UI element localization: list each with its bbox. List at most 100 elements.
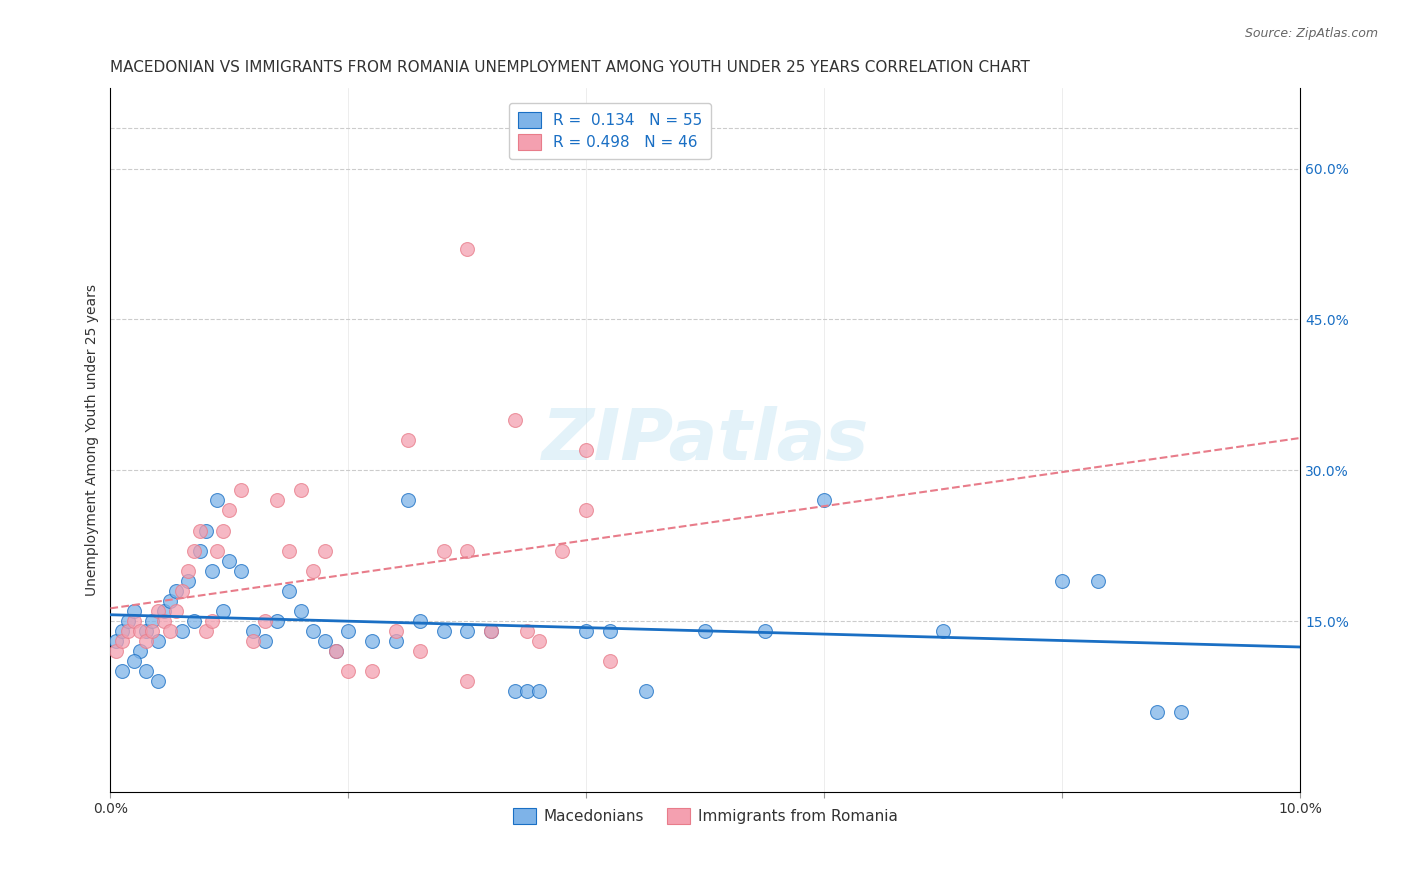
Point [207,493,229,508]
Point [1087,574,1109,588]
Point [153,614,176,628]
Point [177,564,200,578]
Point [146,634,169,648]
Point [207,543,229,558]
Point [325,644,347,658]
Point [551,543,574,558]
Legend: Macedonians, Immigrants from Romania: Macedonians, Immigrants from Romania [503,799,907,834]
Point [231,564,253,578]
Point [813,493,835,508]
Point [314,634,336,648]
Point [159,624,181,639]
Point [146,674,169,689]
Point [183,543,205,558]
Point [231,483,253,498]
Point [432,543,454,558]
Point [1050,574,1073,588]
Point [266,493,288,508]
Point [409,644,432,658]
Point [503,684,526,698]
Point [254,634,277,648]
Point [695,624,717,639]
Point [527,684,550,698]
Point [277,543,299,558]
Point [188,543,211,558]
Point [117,624,139,639]
Point [212,524,235,538]
Point [634,684,657,698]
Point [516,624,538,639]
Point [153,604,176,618]
Point [111,624,134,639]
Point [254,614,277,628]
Point [188,524,211,538]
Text: MACEDONIAN VS IMMIGRANTS FROM ROMANIA UNEMPLOYMENT AMONG YOUTH UNDER 25 YEARS CO: MACEDONIAN VS IMMIGRANTS FROM ROMANIA UN… [111,60,1031,75]
Point [575,443,598,458]
Point [111,665,134,679]
Point [456,543,478,558]
Point [111,634,134,648]
Point [456,242,478,256]
Point [361,665,384,679]
Point [170,583,193,598]
Point [266,614,288,628]
Point [129,644,152,658]
Point [170,624,193,639]
Point [141,614,163,628]
Point [159,594,181,608]
Point [194,624,217,639]
Point [575,624,598,639]
Point [385,634,408,648]
Point [242,634,264,648]
Text: Source: ZipAtlas.com: Source: ZipAtlas.com [1244,27,1378,40]
Point [277,583,299,598]
Point [194,524,217,538]
Point [503,413,526,427]
Point [754,624,776,639]
Point [141,624,163,639]
Point [314,543,336,558]
Point [479,624,502,639]
Point [200,614,222,628]
Point [122,604,145,618]
Point [325,644,347,658]
Point [135,665,157,679]
Point [183,614,205,628]
Point [212,604,235,618]
Point [432,624,454,639]
Point [135,624,157,639]
Point [527,634,550,648]
Point [516,684,538,698]
Point [242,624,264,639]
Point [165,604,187,618]
Text: ZIPatlas: ZIPatlas [541,406,869,475]
Point [135,634,157,648]
Point [146,604,169,618]
Point [290,604,312,618]
Point [165,583,187,598]
Point [599,654,621,668]
Point [456,674,478,689]
Point [932,624,955,639]
Point [396,493,419,508]
Point [599,624,621,639]
Point [200,564,222,578]
Point [361,634,384,648]
Point [105,644,128,658]
Point [218,503,240,517]
Point [1170,705,1192,719]
Point [129,624,152,639]
Point [122,614,145,628]
Point [122,654,145,668]
Point [177,574,200,588]
Point [218,554,240,568]
Point [385,624,408,639]
Point [1146,705,1168,719]
Point [117,614,139,628]
Point [301,624,323,639]
Point [479,624,502,639]
Y-axis label: Unemployment Among Youth under 25 years: Unemployment Among Youth under 25 years [86,285,100,596]
Point [337,624,360,639]
Point [396,433,419,447]
Point [575,503,598,517]
